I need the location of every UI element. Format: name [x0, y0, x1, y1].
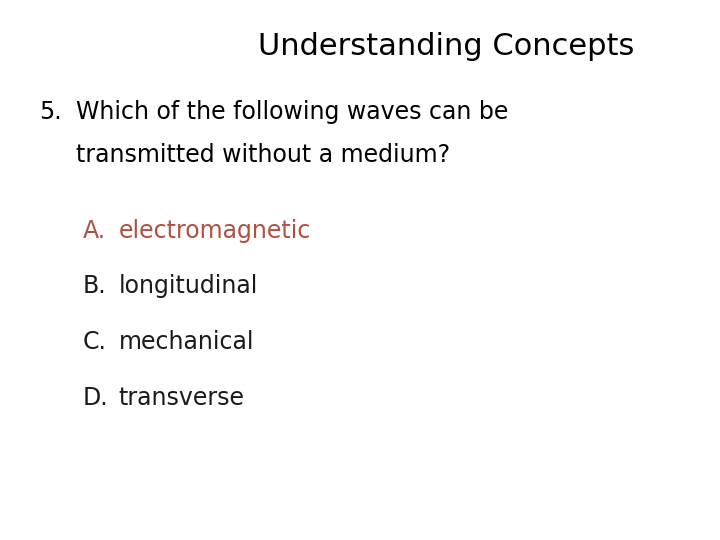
Text: C.: C. — [83, 330, 107, 354]
Text: electromagnetic: electromagnetic — [119, 219, 311, 242]
Text: mechanical: mechanical — [119, 330, 254, 354]
Text: 5.: 5. — [40, 100, 62, 124]
Text: B.: B. — [83, 274, 107, 298]
Text: longitudinal: longitudinal — [119, 274, 258, 298]
Text: A.: A. — [83, 219, 106, 242]
Text: transverse: transverse — [119, 386, 245, 409]
Text: Which of the following waves can be: Which of the following waves can be — [76, 100, 508, 124]
Text: Understanding Concepts: Understanding Concepts — [258, 32, 634, 62]
Text: D.: D. — [83, 386, 109, 409]
Text: transmitted without a medium?: transmitted without a medium? — [76, 143, 450, 167]
